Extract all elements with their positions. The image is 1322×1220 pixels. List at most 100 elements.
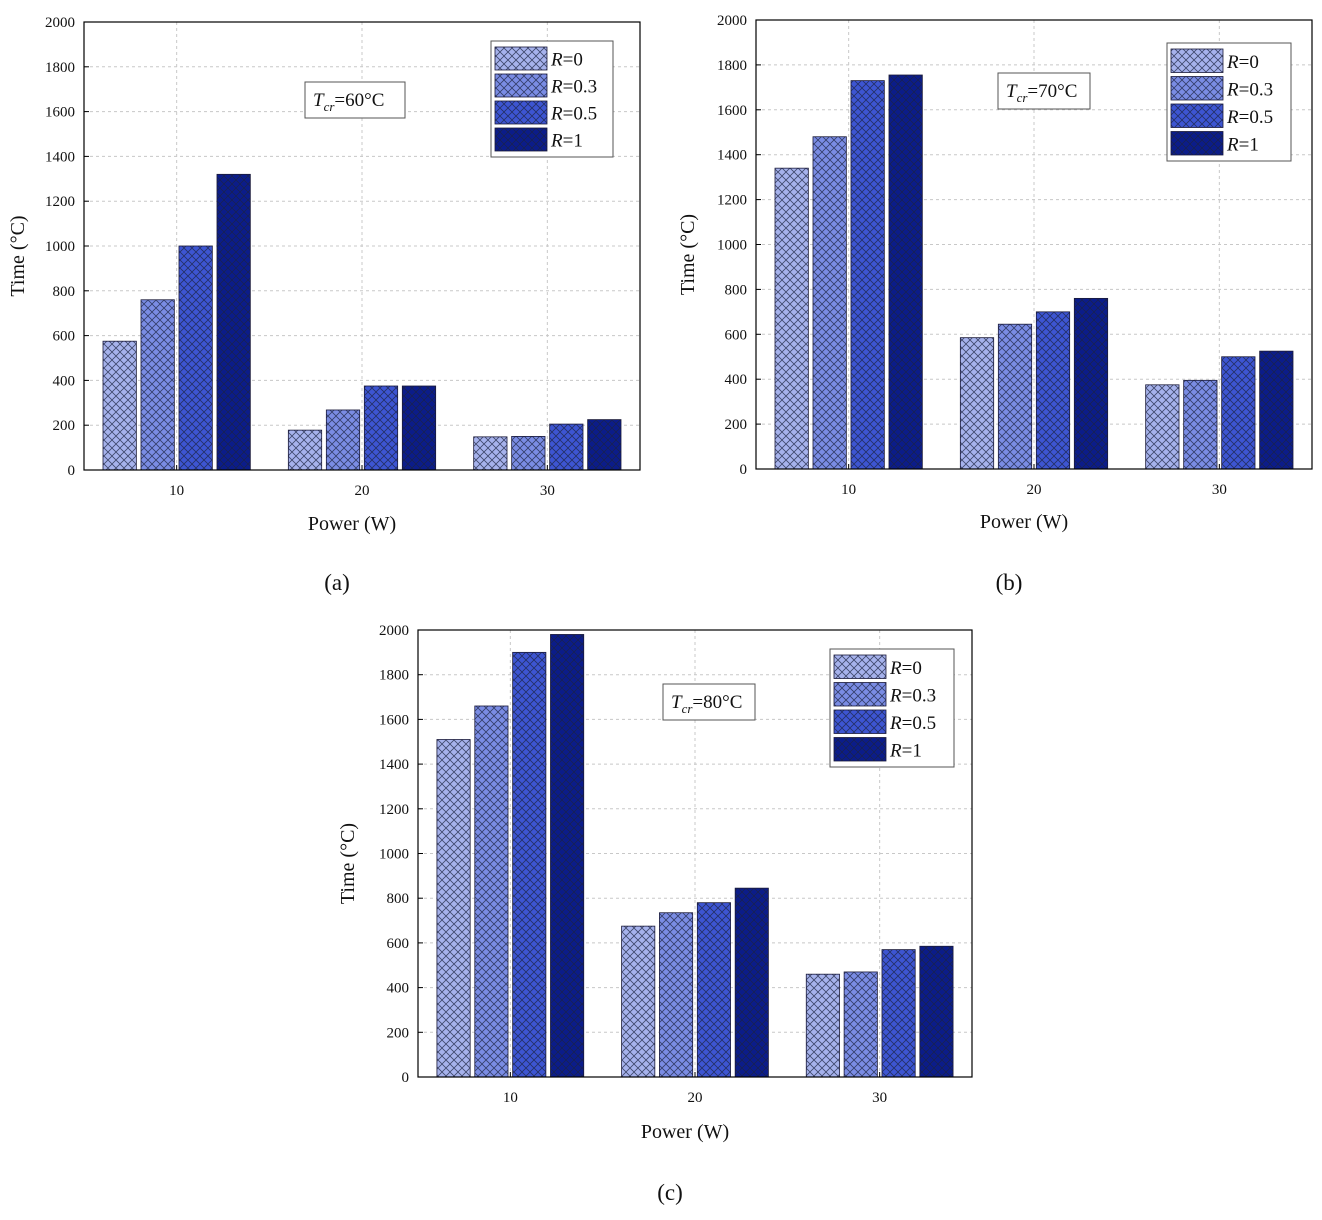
legend-label: R=0.5 [889, 713, 936, 734]
bar [436, 739, 471, 1078]
y-tick-label: 400 [53, 373, 76, 389]
y-tick-label: 0 [740, 462, 748, 478]
y-tick-label: 800 [387, 891, 410, 907]
bar [696, 902, 731, 1078]
bar [659, 912, 694, 1078]
bars [774, 74, 1294, 470]
bar [178, 245, 213, 471]
legend-swatch [494, 100, 548, 125]
bar [511, 435, 546, 471]
x-tick-label: 10 [841, 482, 856, 498]
annotation-text: Tcr=70°C [1006, 81, 1077, 105]
chart-panel-a: 0 200 400 600 800 1000 1200 1400 1600 1800 2000 10 2… [0, 0, 660, 600]
x-tick-label: 30 [872, 1090, 887, 1106]
bars [436, 634, 954, 1078]
legend-swatch [833, 654, 887, 679]
annotation-frame [304, 81, 406, 119]
legend-label: R=1 [550, 131, 583, 152]
legend-label: R=0.5 [1226, 107, 1273, 128]
annotation-frame [662, 683, 756, 721]
y-tick-label: 200 [53, 418, 76, 434]
annotation-box: Tcr=60°C [304, 81, 406, 119]
grid [418, 630, 972, 1077]
bar [216, 173, 251, 471]
legend-label: R=0.5 [550, 104, 597, 125]
bar [1145, 384, 1180, 470]
legend: R=0 R=0.3 R=0.5 R=1 [490, 40, 614, 158]
y-tick-label: 1600 [717, 103, 747, 119]
x-axis-label: Power (W) [641, 1121, 729, 1143]
y-tick-label: 400 [387, 981, 410, 997]
y-tick-label: 0 [402, 1070, 410, 1086]
bar [587, 419, 622, 471]
y-tick-label: 800 [53, 284, 76, 300]
bar [473, 436, 508, 471]
bar [287, 429, 323, 471]
legend-swatch [1170, 103, 1224, 128]
bar [1221, 356, 1256, 470]
x-tick-label: 30 [1212, 482, 1227, 498]
y-axis-label: Time (°C) [7, 215, 29, 296]
bar [512, 651, 547, 1078]
y-tick-label: 1200 [717, 193, 747, 209]
y-axis: 0 200 400 600 800 1000 1200 1400 1600 1800 2000 [379, 623, 423, 1086]
legend-swatch [494, 127, 548, 152]
bar [102, 340, 137, 471]
y-tick-label: 600 [725, 327, 748, 343]
y-tick-label: 0 [68, 463, 76, 479]
x-tick-label: 20 [688, 1090, 703, 1106]
panel-label: (b) [996, 570, 1023, 595]
y-axis-label: Time (°C) [677, 214, 699, 295]
y-tick-label: 1800 [45, 60, 75, 76]
panel-label: (c) [657, 1180, 683, 1205]
annotation-frame [997, 72, 1091, 110]
y-tick-label: 1000 [45, 239, 75, 255]
legend-swatch [1170, 76, 1224, 101]
bar [812, 136, 847, 470]
legend-swatch [494, 73, 548, 98]
bar [474, 705, 509, 1078]
bar [774, 167, 809, 470]
x-axis: 10 20 30 [503, 1072, 887, 1106]
y-axis-label: Time (°C) [337, 823, 359, 904]
bar [401, 385, 437, 471]
legend-swatch [833, 682, 887, 707]
legend: R=0 R=0.3 R=0.5 R=1 [829, 648, 955, 768]
bar [843, 971, 878, 1078]
x-tick-label: 30 [540, 483, 555, 499]
y-tick-label: 1000 [379, 847, 409, 863]
annotation-text: Tcr=80°C [671, 692, 742, 716]
annotation-box: Tcr=80°C [662, 683, 756, 721]
legend-label: R=0.3 [550, 77, 597, 98]
y-tick-label: 200 [387, 1025, 410, 1041]
x-axis: 10 20 30 [841, 464, 1227, 498]
legend-swatch [1170, 48, 1224, 73]
panel-label: (a) [324, 570, 350, 595]
x-tick-label: 10 [503, 1090, 518, 1106]
y-tick-label: 1400 [717, 148, 747, 164]
bar [997, 323, 1033, 470]
bar [363, 385, 399, 471]
bar [140, 299, 175, 471]
y-tick-label: 200 [725, 417, 748, 433]
bar [1259, 350, 1294, 470]
bar [621, 925, 656, 1078]
y-tick-label: 1400 [45, 149, 75, 165]
y-tick-label: 1000 [717, 238, 747, 254]
legend-label: R=0.3 [889, 685, 936, 706]
y-tick-label: 2000 [717, 13, 747, 29]
chart-panel-c: 0 200 400 600 800 1000 1200 1400 1600 1800 2000 10 2… [330, 608, 990, 1216]
x-axis-label: Power (W) [980, 511, 1068, 533]
x-tick-label: 10 [169, 483, 184, 499]
y-tick-label: 2000 [379, 623, 409, 639]
legend: R=0 R=0.3 R=0.5 R=1 [1166, 42, 1292, 162]
y-tick-label: 1600 [45, 105, 75, 121]
bar [959, 337, 995, 470]
bar [805, 973, 840, 1078]
legend-swatch [833, 737, 887, 762]
y-tick-label: 1200 [45, 194, 75, 210]
chart-panel-b: 0 200 400 600 800 1000 1200 1400 1600 1800 2000 10 2… [670, 0, 1322, 600]
x-tick-label: 20 [1027, 482, 1042, 498]
bar [1073, 297, 1109, 470]
y-tick-label: 600 [53, 329, 76, 345]
